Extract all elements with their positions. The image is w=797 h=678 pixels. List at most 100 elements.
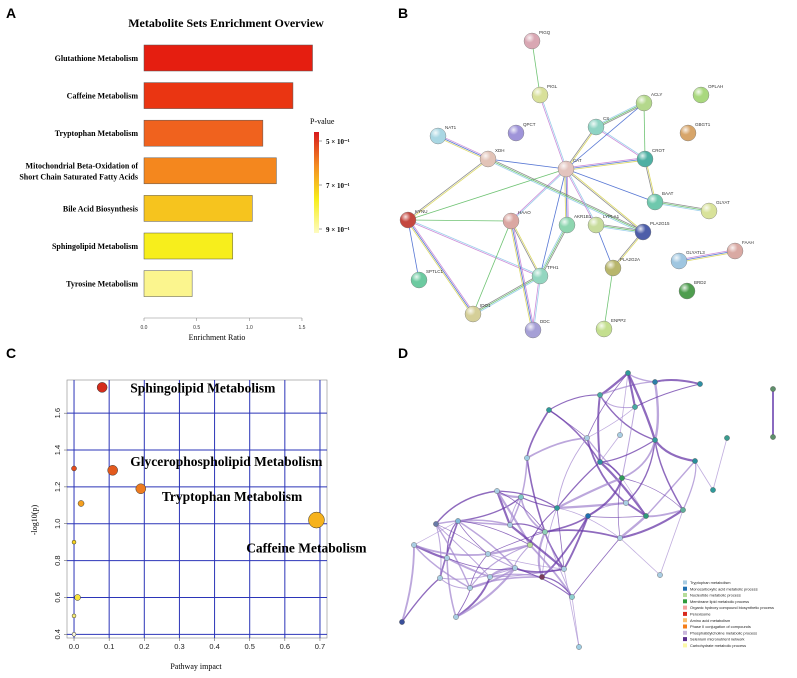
term-node	[625, 370, 631, 376]
edge	[407, 219, 474, 315]
node-highlight	[532, 87, 548, 103]
legend-swatch	[683, 618, 687, 623]
node-highlight	[400, 212, 416, 228]
edge	[539, 95, 566, 170]
category-label: Mitochondrial Beta-Oxidation of	[26, 161, 139, 170]
term-node	[437, 575, 443, 581]
term-node	[617, 535, 623, 541]
similarity-edge	[526, 457, 546, 533]
similarity-edge	[599, 461, 647, 517]
similarity-edge	[401, 577, 441, 623]
protein-label: CAT	[573, 158, 582, 163]
term-node	[433, 521, 439, 527]
edge	[531, 40, 541, 96]
similarity-edge	[457, 520, 531, 546]
similarity-edge	[626, 372, 657, 441]
protein-label: BRD2	[694, 280, 707, 285]
similarity-edge	[556, 476, 623, 509]
similarity-edge	[563, 568, 580, 648]
similarity-edge	[653, 381, 660, 441]
edge	[408, 159, 489, 221]
legend-label: Carbohydrate metabolic process	[690, 643, 746, 648]
pathway-point	[71, 465, 77, 472]
bar	[143, 119, 264, 147]
category-label: Short Chain Saturated Fatty Acids	[19, 172, 138, 181]
pathway-point	[77, 500, 85, 507]
bar	[143, 44, 313, 72]
term-node	[487, 574, 493, 580]
similarity-edge	[487, 531, 546, 555]
pathway-annotation: Tryptophan Metabolism	[162, 489, 303, 504]
legend-swatch	[683, 630, 687, 635]
legend-swatch	[683, 611, 687, 616]
edge	[408, 219, 475, 314]
similarity-edge	[496, 490, 546, 533]
node-highlight	[680, 125, 696, 141]
term-node	[453, 614, 459, 620]
legend-title: P-value	[310, 117, 335, 126]
node-highlight	[701, 203, 717, 219]
x-tick-label: 0.7	[315, 642, 325, 651]
term-node	[518, 494, 524, 500]
term-node	[411, 542, 417, 548]
term-node	[584, 435, 590, 441]
y-tick-label: 1.6	[53, 408, 62, 418]
similarity-edge	[654, 379, 701, 385]
edge	[540, 94, 567, 169]
node-highlight	[727, 243, 743, 259]
protein-label: KYNU	[415, 209, 428, 214]
pathway-point	[71, 539, 77, 545]
legend-label: Phosphatidylcholine metabolic process	[690, 630, 757, 635]
edge	[643, 102, 646, 160]
edge	[678, 250, 736, 262]
protein-label: GBGT1	[695, 122, 711, 127]
similarity-edge	[621, 477, 684, 511]
edge	[539, 168, 567, 277]
protein-label: BAAT	[662, 191, 674, 196]
edge	[437, 136, 488, 161]
x-tick-label: 0.6	[280, 642, 290, 651]
similarity-edge	[541, 576, 573, 598]
similarity-edge	[435, 523, 442, 579]
legend-colorbar	[314, 132, 319, 233]
y-tick-label: 1.2	[53, 482, 62, 492]
similarity-edge	[487, 553, 565, 570]
similarity-edge	[654, 439, 684, 511]
term-node	[554, 505, 560, 511]
similarity-edge	[548, 409, 601, 463]
similarity-edge	[571, 596, 580, 648]
edge	[596, 126, 646, 159]
legend-swatch	[683, 599, 687, 604]
pathway-point	[71, 613, 77, 619]
protein-label: GLYAT	[716, 200, 730, 205]
x-tick-label: 0.0	[141, 325, 148, 331]
y-tick-label: 1.0	[53, 519, 62, 529]
edge	[487, 159, 643, 234]
protein-label: FAAH	[742, 240, 754, 245]
y-tick-label: 1.4	[53, 445, 62, 455]
legend-swatch	[683, 605, 687, 610]
edge	[595, 102, 645, 128]
edge	[488, 157, 644, 232]
edge	[566, 168, 644, 232]
panel-letter-c: C	[6, 345, 16, 361]
edge	[566, 168, 597, 225]
similarity-edge	[541, 515, 589, 578]
edge	[509, 221, 533, 331]
edge	[540, 225, 569, 277]
plot-frame	[66, 379, 328, 639]
similarity-edge	[597, 394, 601, 463]
node-highlight	[525, 322, 541, 338]
edge	[472, 275, 541, 315]
legend-swatch	[683, 637, 687, 642]
edge	[678, 249, 735, 261]
term-node	[546, 407, 552, 413]
edge	[565, 169, 643, 233]
term-node	[697, 381, 703, 387]
edge	[473, 276, 541, 316]
edge	[565, 169, 596, 226]
similarity-edge	[694, 460, 714, 491]
x-axis-label: Pathway impact	[170, 662, 222, 671]
term-node	[680, 507, 686, 513]
term-node	[692, 458, 698, 464]
